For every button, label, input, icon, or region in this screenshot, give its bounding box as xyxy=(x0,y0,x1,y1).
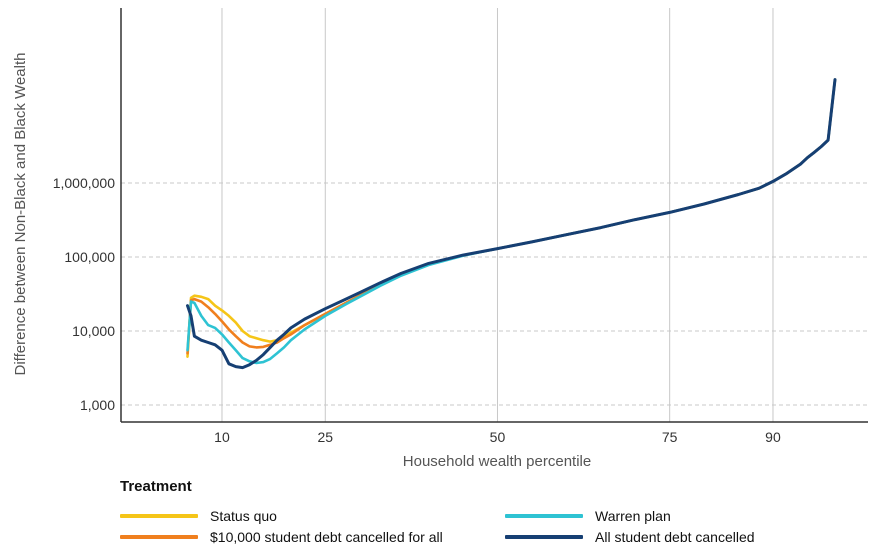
x-tick-label: 90 xyxy=(765,429,781,445)
y-tick-labels: 1,000 10,000 100,000 1,000,000 xyxy=(53,175,116,413)
series-line-warren-plan xyxy=(186,78,837,365)
y-tick-label: 1,000 xyxy=(80,397,115,413)
legend-label-all-cancelled: All student debt cancelled xyxy=(595,529,755,545)
legend-item-status-quo: Status quo xyxy=(120,506,277,526)
legend: Treatment Status quo $10,000 student deb… xyxy=(120,478,820,546)
legend-item-10000-cancelled: $10,000 student debt cancelled for all xyxy=(120,527,443,547)
legend-item-all-cancelled: All student debt cancelled xyxy=(505,527,755,547)
x-tick-label: 10 xyxy=(214,429,230,445)
x-tick-label: 75 xyxy=(662,429,678,445)
grid-layer xyxy=(121,8,868,422)
legend-title: Treatment xyxy=(120,478,192,495)
legend-label-10000-cancelled: $10,000 student debt cancelled for all xyxy=(210,529,443,545)
legend-swatch-all-cancelled xyxy=(505,535,583,539)
x-axis-label: Household wealth percentile xyxy=(403,453,591,470)
y-tick-label: 10,000 xyxy=(72,323,115,339)
legend-swatch-warren-plan xyxy=(505,514,583,518)
series-line-all-student-debt-cancelled xyxy=(186,78,837,370)
series-line-10-000-student-debt-cancelled-for-all xyxy=(186,78,837,355)
y-tick-label: 100,000 xyxy=(64,249,115,265)
series-line-status-quo xyxy=(186,78,837,358)
legend-label-status-quo: Status quo xyxy=(210,508,277,524)
chart: 1,000 10,000 100,000 1,000,000 10 25 50 75 90 H… xyxy=(12,8,868,470)
legend-swatch-10000-cancelled xyxy=(120,535,198,539)
legend-swatch-status-quo xyxy=(120,514,198,518)
x-tick-label: 25 xyxy=(317,429,333,445)
series-layer xyxy=(186,78,837,370)
legend-label-warren-plan: Warren plan xyxy=(595,508,671,524)
x-tick-labels: 10 25 50 75 90 xyxy=(214,429,781,445)
x-tick-label: 50 xyxy=(490,429,506,445)
legend-item-warren-plan: Warren plan xyxy=(505,506,671,526)
y-axis-label: Difference between Non-Black and Black W… xyxy=(12,53,29,376)
y-tick-label: 1,000,000 xyxy=(53,175,115,191)
